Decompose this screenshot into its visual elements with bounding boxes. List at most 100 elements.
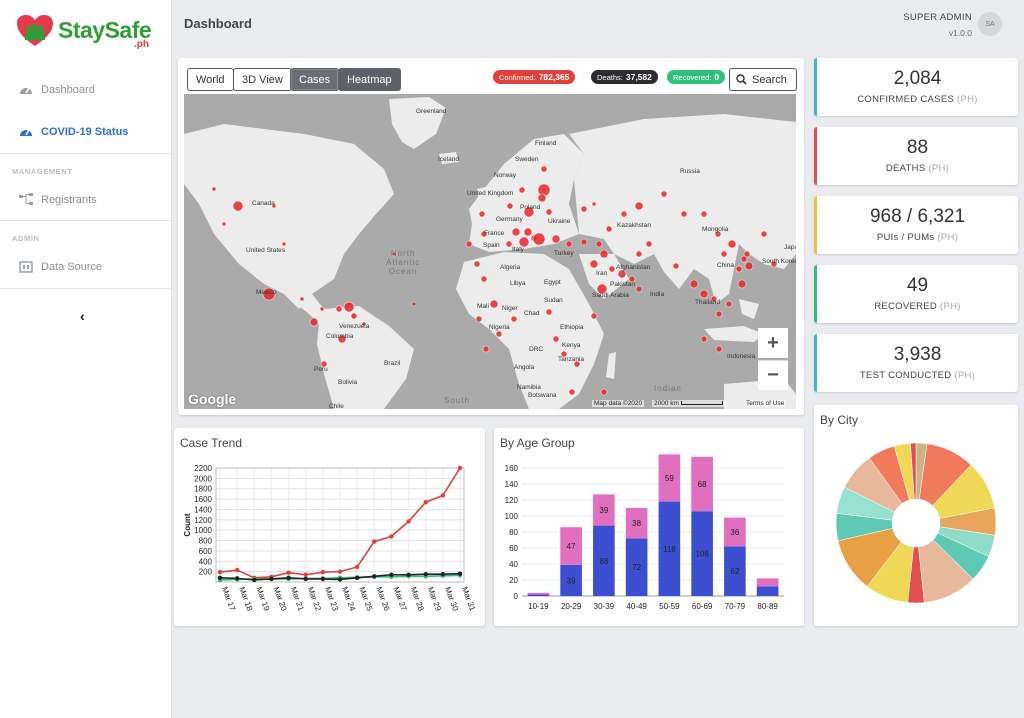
case-marker[interactable] — [523, 227, 533, 237]
case-marker[interactable] — [672, 262, 680, 270]
data-point[interactable] — [217, 569, 223, 575]
data-point[interactable] — [234, 576, 240, 581]
case-marker[interactable] — [600, 388, 608, 396]
bar-segment[interactable] — [691, 511, 713, 596]
case-marker[interactable] — [545, 208, 553, 216]
case-marker[interactable] — [495, 330, 503, 338]
case-marker[interactable] — [560, 350, 568, 358]
case-marker[interactable] — [635, 285, 643, 293]
case-marker[interactable] — [727, 239, 737, 249]
case-marker[interactable] — [743, 250, 751, 258]
bar-segment[interactable] — [658, 454, 681, 502]
case-marker[interactable] — [411, 301, 417, 307]
map-heatmap-button[interactable]: Heatmap — [338, 68, 401, 91]
data-point[interactable] — [372, 539, 377, 544]
bar-segment[interactable] — [527, 592, 550, 595]
data-point[interactable] — [320, 569, 326, 575]
case-marker[interactable] — [465, 240, 473, 248]
case-marker[interactable] — [591, 201, 597, 207]
case-marker[interactable] — [350, 312, 358, 320]
case-marker[interactable] — [281, 241, 287, 247]
case-marker[interactable] — [221, 221, 227, 227]
bar-segment[interactable] — [560, 564, 582, 596]
data-point[interactable] — [372, 574, 377, 579]
case-marker[interactable] — [568, 388, 576, 396]
case-marker[interactable] — [518, 236, 530, 248]
case-markers[interactable] — [184, 94, 796, 409]
case-marker[interactable] — [552, 335, 560, 343]
case-marker[interactable] — [720, 250, 728, 258]
case-marker[interactable] — [596, 283, 608, 295]
case-marker[interactable] — [595, 240, 603, 248]
case-marker[interactable] — [545, 308, 553, 316]
case-marker[interactable] — [620, 210, 628, 218]
case-marker[interactable] — [628, 275, 636, 283]
bar-segment[interactable] — [625, 508, 648, 539]
case-marker[interactable] — [714, 230, 722, 238]
case-marker[interactable] — [480, 230, 488, 238]
bar-segment[interactable] — [658, 501, 681, 596]
case-marker[interactable] — [605, 225, 613, 233]
case-marker[interactable] — [532, 232, 546, 246]
bar-segment[interactable] — [724, 546, 746, 596]
case-marker[interactable] — [590, 312, 598, 320]
case-marker[interactable] — [608, 265, 616, 273]
bar-segment[interactable] — [756, 578, 779, 587]
data-point[interactable] — [269, 576, 274, 582]
case-marker[interactable] — [320, 360, 328, 368]
case-marker[interactable] — [511, 227, 521, 237]
bar-segment[interactable] — [527, 594, 550, 596]
staysafe-logo[interactable]: StaySafe .ph — [16, 14, 161, 50]
case-marker[interactable] — [319, 306, 325, 312]
data-point[interactable] — [286, 570, 291, 575]
map-3d-view-button[interactable]: 3D View — [233, 68, 292, 91]
bar-segment[interactable] — [691, 456, 713, 512]
case-marker[interactable] — [335, 305, 343, 313]
case-marker[interactable] — [700, 210, 708, 218]
case-marker[interactable] — [715, 345, 723, 353]
zoom-out-button[interactable]: − — [758, 360, 788, 390]
data-point[interactable] — [457, 465, 463, 471]
data-point[interactable] — [389, 534, 394, 539]
case-marker[interactable] — [540, 165, 548, 173]
collapse-sidebar-chevron-icon[interactable]: ‹ — [80, 308, 85, 324]
case-marker[interactable] — [700, 335, 708, 343]
bar-segment[interactable] — [756, 586, 779, 596]
case-marker[interactable] — [573, 360, 581, 368]
case-marker[interactable] — [599, 249, 609, 259]
data-point[interactable] — [406, 519, 411, 524]
case-marker[interactable] — [510, 315, 518, 323]
age-group-chart[interactable]: 0 20 40 60 80 100 120 140 160 10-19 39 47 20-29 88 39 3… — [494, 428, 804, 626]
case-marker[interactable] — [744, 261, 754, 271]
bar-segment[interactable] — [724, 517, 746, 547]
world-map[interactable]: North Atlantic Ocean South Indian Greenl… — [184, 94, 796, 409]
case-marker[interactable] — [565, 240, 573, 248]
case-marker[interactable] — [710, 295, 718, 303]
data-point[interactable] — [303, 572, 308, 577]
case-marker[interactable] — [735, 265, 743, 273]
map-search-button[interactable]: Search — [729, 68, 797, 91]
case-marker[interactable] — [489, 299, 499, 309]
case-marker[interactable] — [299, 296, 305, 302]
data-point[interactable] — [286, 575, 291, 581]
zoom-in-button[interactable]: + — [758, 328, 788, 358]
case-marker[interactable] — [580, 238, 588, 246]
case-marker[interactable] — [475, 315, 483, 323]
case-marker[interactable] — [232, 200, 244, 212]
case-marker[interactable] — [715, 310, 723, 318]
case-marker[interactable] — [271, 203, 277, 209]
case-marker[interactable] — [473, 260, 481, 268]
bar-segment[interactable] — [593, 525, 615, 596]
case-marker[interactable] — [537, 193, 547, 203]
map-cases-button[interactable]: Cases — [290, 68, 340, 91]
bar-segment[interactable] — [593, 494, 615, 526]
case-marker[interactable] — [343, 301, 355, 313]
bar-segment[interactable] — [560, 527, 582, 565]
case-marker[interactable] — [699, 289, 709, 299]
case-marker[interactable] — [660, 190, 668, 198]
case-marker[interactable] — [760, 230, 768, 238]
case-marker[interactable] — [506, 202, 514, 210]
data-point[interactable] — [423, 572, 428, 577]
sidebar-item-covid19-status[interactable]: COVID-19 Status — [0, 117, 171, 147]
case-marker[interactable] — [680, 210, 688, 218]
